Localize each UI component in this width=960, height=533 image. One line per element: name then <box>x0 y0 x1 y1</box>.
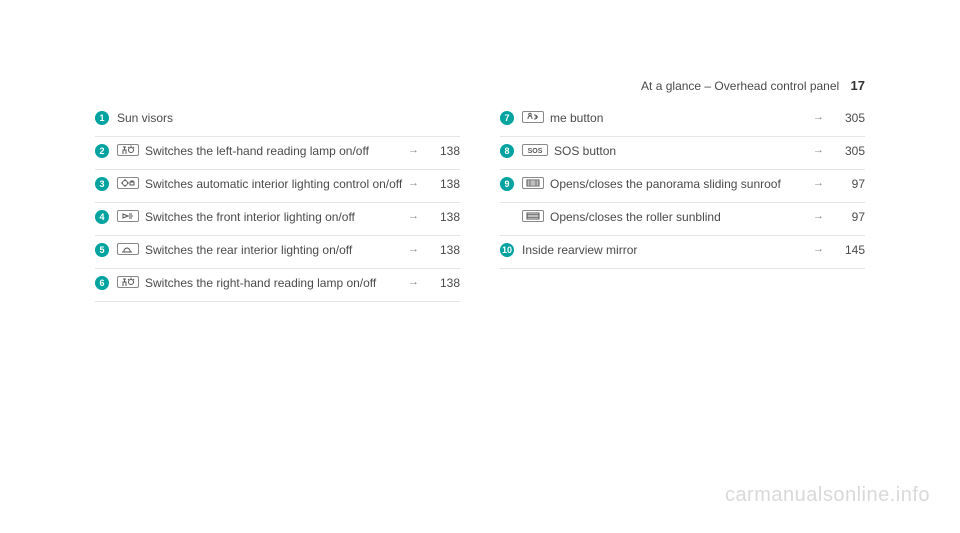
item-text: Switches the rear interior lighting on/o… <box>117 242 408 258</box>
manual-page: At a glance – Overhead control panel 1 7 … <box>0 0 960 302</box>
right-column: 7me button→3058SOSSOS button→3059Opens/c… <box>500 104 865 302</box>
item-number-badge: 9 <box>500 177 514 191</box>
auto-icon <box>117 177 139 189</box>
item-text: me button <box>522 110 813 126</box>
item-number-spacer <box>500 210 514 224</box>
list-row: 10 Inside rearview mirror →145 <box>500 236 865 269</box>
item-number-badge: 2 <box>95 144 109 158</box>
readlamp-icon <box>117 144 139 156</box>
item-label: Switches the rear interior lighting on/o… <box>145 243 352 257</box>
arrow-icon: → <box>813 111 833 123</box>
page-number: 17 <box>851 78 865 93</box>
item-number-badge: 5 <box>95 243 109 257</box>
me-icon <box>522 111 544 123</box>
sos-icon: SOS <box>522 144 548 156</box>
list-row: 6 Switches the right-hand reading lamp on… <box>95 269 460 302</box>
item-text: Opens/closes the panorama sliding sunroo… <box>522 176 813 192</box>
item-label: SOS button <box>554 144 616 158</box>
item-number-badge: 6 <box>95 276 109 290</box>
arrow-icon: → <box>813 210 833 222</box>
rearlight-icon <box>117 243 139 255</box>
page-reference: 97 <box>833 209 865 225</box>
roof-icon <box>522 177 544 189</box>
list-row: 9 Opens/closes the panorama sliding sunro… <box>500 170 865 203</box>
item-number-badge: 3 <box>95 177 109 191</box>
item-number-badge: 8 <box>500 144 514 158</box>
list-row: 4 Switches the front interior lighting on… <box>95 203 460 236</box>
item-label: Switches the front interior lighting on/… <box>145 210 355 224</box>
list-row: 3 Switches automatic interior lighting co… <box>95 170 460 203</box>
item-label: Switches the right-hand reading lamp on/… <box>145 276 376 290</box>
item-text: Switches the right-hand reading lamp on/… <box>117 275 408 291</box>
page-reference: 138 <box>428 143 460 159</box>
item-number-badge: 10 <box>500 243 514 257</box>
arrow-icon: → <box>408 210 428 222</box>
item-label: Opens/closes the roller sunblind <box>550 210 721 224</box>
item-number-badge: 4 <box>95 210 109 224</box>
page-reference: 97 <box>833 176 865 192</box>
page-reference: 138 <box>428 176 460 192</box>
frontlight-icon <box>117 210 139 222</box>
blind-icon <box>522 210 544 222</box>
item-number-badge: 7 <box>500 111 514 125</box>
list-row: 5 Switches the rear interior lighting on/… <box>95 236 460 269</box>
list-row: 8 SOS SOS button →305 <box>500 137 865 170</box>
svg-text:SOS: SOS <box>528 148 543 155</box>
readlamp-icon <box>117 276 139 288</box>
list-row: 7 me button →305 <box>500 104 865 137</box>
page-reference: 138 <box>428 275 460 291</box>
item-text: Switches the left-hand reading lamp on/o… <box>117 143 408 159</box>
list-row: Opens/closes the roller sunblind →97 <box>500 203 865 236</box>
watermark: carmanualsonline.info <box>725 484 930 507</box>
page-reference: 138 <box>428 209 460 225</box>
item-label: Switches the left-hand reading lamp on/o… <box>145 144 369 158</box>
item-text: SOS SOS button <box>522 143 813 159</box>
list-row: 1 Sun visors <box>95 104 460 137</box>
arrow-icon: → <box>813 243 833 255</box>
page-reference: 138 <box>428 242 460 258</box>
item-label: Opens/closes the panorama sliding sunroo… <box>550 177 781 191</box>
arrow-icon: → <box>408 243 428 255</box>
item-label: me button <box>550 111 603 125</box>
item-label: Switches automatic interior lighting con… <box>145 177 402 191</box>
item-text: Sun visors <box>117 110 408 126</box>
item-text: Inside rearview mirror <box>522 242 813 258</box>
content-columns: 1 Sun visors 2 Switches the left-hand readi… <box>95 104 865 302</box>
item-text: Switches automatic interior lighting con… <box>117 176 408 192</box>
page-header: At a glance – Overhead control panel 17 <box>641 78 865 93</box>
page-reference: 145 <box>833 242 865 258</box>
arrow-icon: → <box>408 144 428 156</box>
left-column: 1 Sun visors 2 Switches the left-hand readi… <box>95 104 460 302</box>
page-reference: 305 <box>833 110 865 126</box>
header-title: At a glance – Overhead control panel <box>641 79 839 93</box>
item-label: Inside rearview mirror <box>522 243 637 257</box>
arrow-icon: → <box>813 144 833 156</box>
item-text: Switches the front interior lighting on/… <box>117 209 408 225</box>
list-row: 2 Switches the left-hand reading lamp on/… <box>95 137 460 170</box>
item-text: Opens/closes the roller sunblind <box>522 209 813 225</box>
arrow-icon: → <box>408 177 428 189</box>
arrow-icon: → <box>408 276 428 288</box>
page-reference: 305 <box>833 143 865 159</box>
item-label: Sun visors <box>117 111 173 125</box>
arrow-icon: → <box>813 177 833 189</box>
item-number-badge: 1 <box>95 111 109 125</box>
